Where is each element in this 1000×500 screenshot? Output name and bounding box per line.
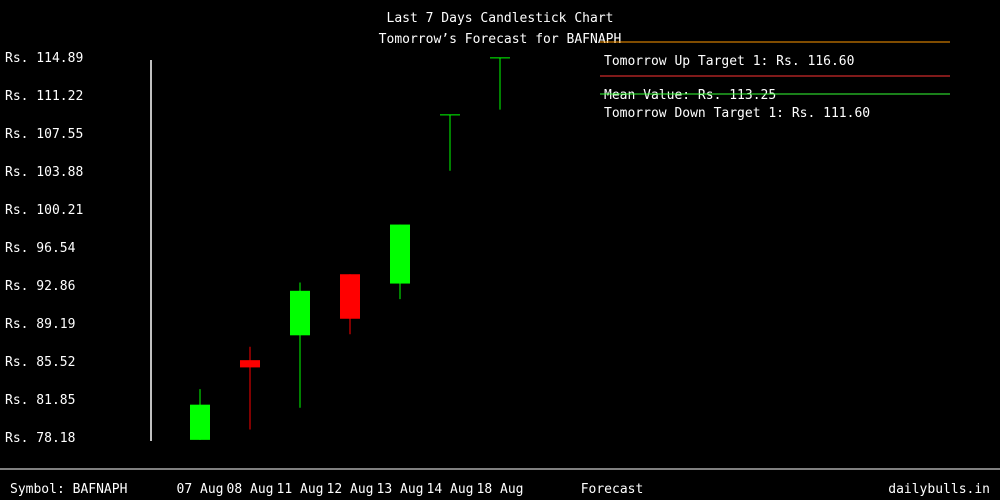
x-axis-tick-labels: 07 Aug 08 Aug 11 Aug 12 Aug 13 Aug 14 Aug 18 A… — [177, 482, 524, 497]
x-tick-label: 13 Aug — [377, 482, 424, 497]
y-tick-label: Rs. 107.55 — [5, 127, 83, 142]
footer-symbol: Symbol: BAFNAPH — [10, 482, 127, 497]
candle — [240, 346, 260, 430]
forecast-label: Tomorrow Up Target 1: Rs. 116.60 — [604, 54, 854, 69]
candle — [390, 224, 410, 300]
y-tick-label: Rs. 96.54 — [5, 241, 76, 256]
candles-group — [190, 57, 510, 440]
candle — [290, 282, 310, 408]
y-tick-label: Rs. 92.86 — [5, 279, 75, 294]
x-tick-forecast: Forecast — [581, 482, 644, 497]
x-tick-label: 07 Aug — [177, 482, 224, 497]
x-tick-label: 12 Aug — [327, 482, 374, 497]
y-tick-label: Rs. 85.52 — [5, 355, 75, 370]
footer-brand: dailybulls.in — [888, 482, 990, 497]
chart-subtitle: Tomorrow’s Forecast for BAFNAPH — [379, 32, 622, 47]
candle-body — [340, 274, 360, 319]
candle-body — [190, 404, 210, 440]
x-tick-label: 11 Aug — [277, 482, 324, 497]
candle-body — [290, 290, 310, 336]
y-tick-label: Rs. 111.22 — [5, 89, 83, 104]
forecast-label: Tomorrow Down Target 1: Rs. 111.60 — [604, 106, 870, 121]
candle-body — [240, 360, 260, 368]
x-tick-label: 08 Aug — [227, 482, 274, 497]
candle — [190, 389, 210, 440]
y-tick-label: Rs. 78.18 — [5, 431, 75, 446]
chart-title: Last 7 Days Candlestick Chart — [387, 11, 614, 26]
candle — [440, 114, 460, 171]
y-tick-label: Rs. 89.19 — [5, 317, 75, 332]
y-axis-tick-labels: Rs. 114.89 Rs. 111.22 Rs. 107.55 Rs. 103.88… — [5, 51, 83, 446]
candle — [490, 57, 510, 110]
y-tick-label: Rs. 81.85 — [5, 393, 75, 408]
candle-body — [390, 224, 410, 284]
forecast-panel: Tomorrow Up Target 1: Rs. 116.60 Mean Val… — [600, 41, 950, 121]
y-tick-label: Rs. 100.21 — [5, 203, 83, 218]
x-tick-label: 18 Aug — [477, 482, 524, 497]
y-tick-label: Rs. 103.88 — [5, 165, 83, 180]
x-tick-label: 14 Aug — [427, 482, 474, 497]
y-tick-label: Rs. 114.89 — [5, 51, 83, 66]
forecast-label: Mean Value: Rs. 113.25 — [604, 88, 776, 103]
candle — [340, 274, 360, 335]
